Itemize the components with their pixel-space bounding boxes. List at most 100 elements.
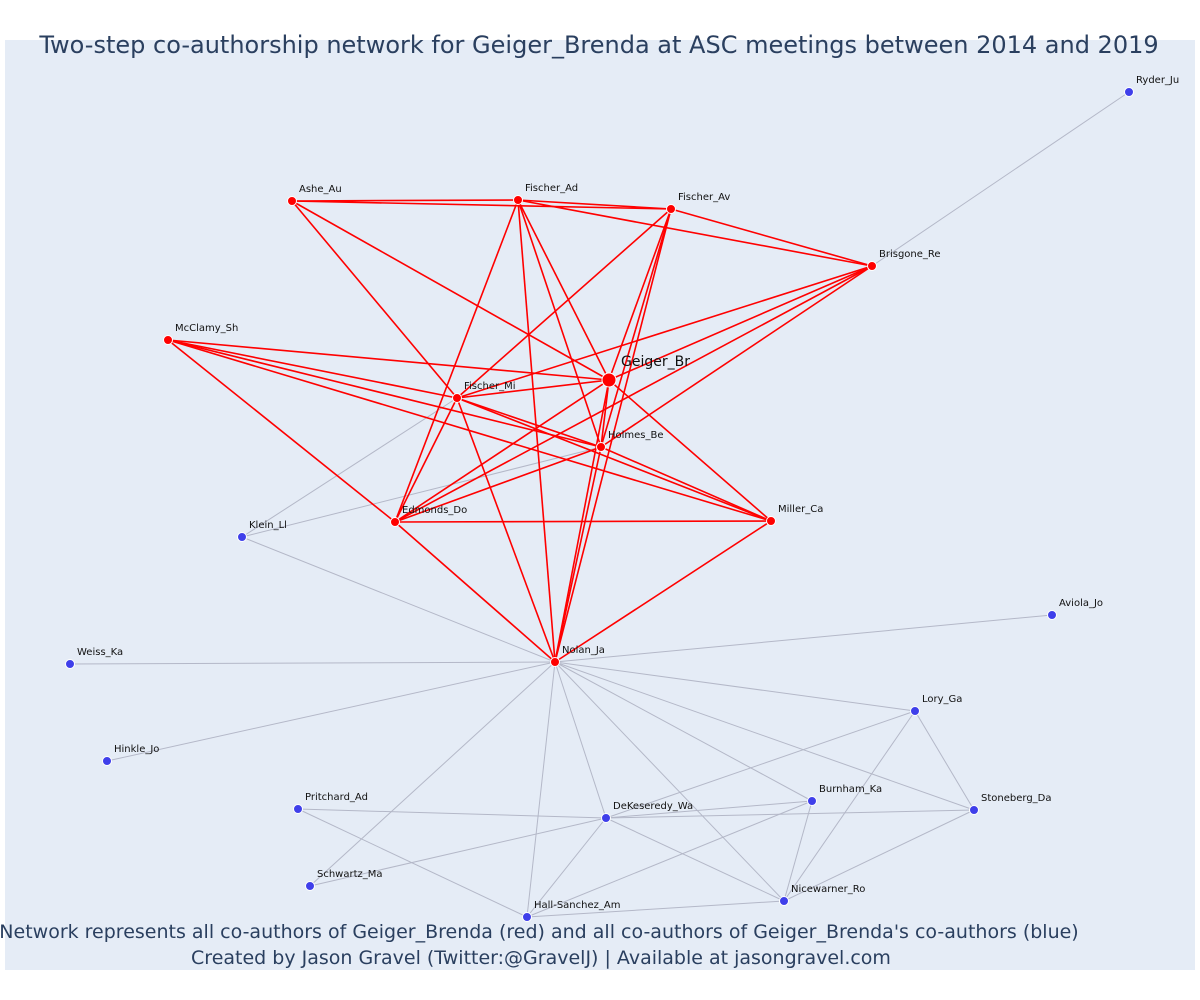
edge-second-degree <box>106 661 556 762</box>
node-mcclamy_sh[interactable]: McClamy_Sh <box>163 323 239 345</box>
edge-first-degree <box>394 520 772 523</box>
edge-second-degree <box>554 614 1053 663</box>
node-label: Holmes_Be <box>608 430 664 441</box>
node-miller_ca[interactable]: Miller_Ca <box>766 504 824 526</box>
edge-first-degree <box>167 339 602 448</box>
node-marker[interactable] <box>779 896 789 906</box>
edge-second-degree <box>605 710 916 819</box>
node-marker[interactable] <box>807 796 817 806</box>
node-burnham_ka[interactable]: Burnham_Ka <box>807 784 883 806</box>
node-ashe_au[interactable]: Ashe_Au <box>287 184 342 206</box>
node-marker[interactable] <box>766 516 776 526</box>
node-holmes_be[interactable]: Holmes_Be <box>596 430 664 452</box>
node-marker[interactable] <box>1124 87 1134 97</box>
node-label: DeKeseredy_Wa <box>613 801 693 812</box>
edge-first-degree <box>456 397 602 448</box>
node-label: Stoneberg_Da <box>981 793 1052 804</box>
node-label: Hinkle_Jo <box>114 744 159 755</box>
node-weiss_ka[interactable]: Weiss_Ka <box>65 647 124 669</box>
edge-second-degree <box>554 661 607 819</box>
edge-second-degree <box>309 661 556 887</box>
edge-second-degree <box>554 661 916 712</box>
edge-second-degree <box>526 817 607 918</box>
node-label: Schwartz_Ma <box>317 869 383 880</box>
node-marker[interactable] <box>163 335 173 345</box>
node-marker[interactable] <box>102 756 112 766</box>
node-marker[interactable] <box>1047 610 1057 620</box>
edge-second-degree <box>241 446 602 538</box>
edge-first-degree <box>167 339 458 399</box>
node-marker[interactable] <box>550 657 560 667</box>
node-nolan_ja[interactable]: Nolan_Ja <box>550 645 605 667</box>
edge-first-degree <box>456 397 556 663</box>
node-marker[interactable] <box>910 706 920 716</box>
node-fischer_mi[interactable]: Fischer_Mi <box>452 381 516 403</box>
edge-first-degree <box>291 199 519 202</box>
edge-first-degree <box>456 379 610 399</box>
node-marker[interactable] <box>513 195 523 205</box>
node-hall-sanchez_am[interactable]: Hall-Sanchez_Am <box>522 900 621 922</box>
node-marker[interactable] <box>596 442 606 452</box>
node-label: Lory_Ga <box>922 694 962 705</box>
edge-second-degree <box>783 800 813 902</box>
node-schwartz_ma[interactable]: Schwartz_Ma <box>305 869 383 891</box>
node-marker[interactable] <box>969 805 979 815</box>
edge-first-degree <box>600 446 772 522</box>
node-klein_ll[interactable]: Klein_Ll <box>237 520 287 542</box>
edge-second-degree <box>783 809 975 902</box>
node-label: Hall-Sanchez_Am <box>534 900 620 911</box>
edge-first-degree <box>167 339 396 523</box>
node-marker[interactable] <box>305 881 315 891</box>
node-label: Brisgone_Re <box>879 249 941 260</box>
node-marker[interactable] <box>65 659 75 669</box>
first-degree-edges <box>167 199 873 663</box>
edge-first-degree <box>600 265 873 448</box>
node-marker[interactable] <box>287 196 297 206</box>
node-label: Fischer_Ad <box>525 183 578 194</box>
edge-second-degree <box>605 800 813 819</box>
edge-second-degree <box>526 900 785 918</box>
node-stoneberg_da[interactable]: Stoneberg_Da <box>969 793 1052 815</box>
edge-first-degree <box>394 446 602 523</box>
node-fischer_ad[interactable]: Fischer_Ad <box>513 183 579 205</box>
caption-line-2: Created by Jason Gravel (Twitter:@Gravel… <box>191 947 891 969</box>
node-marker[interactable] <box>601 372 617 388</box>
node-fischer_av[interactable]: Fischer_Av <box>666 192 731 214</box>
node-nicewarner_ro[interactable]: Nicewarner_Ro <box>779 884 866 906</box>
node-marker[interactable] <box>452 393 462 403</box>
node-marker[interactable] <box>867 261 877 271</box>
chart-title: Two-step co-authorship network for Geige… <box>38 31 1158 59</box>
node-hinkle_jo[interactable]: Hinkle_Jo <box>102 744 160 766</box>
edge-second-degree <box>309 817 607 887</box>
edge-second-degree <box>554 661 785 902</box>
node-lory_ga[interactable]: Lory_Ga <box>910 694 963 716</box>
edge-second-degree <box>526 800 813 918</box>
node-marker[interactable] <box>237 532 247 542</box>
node-marker[interactable] <box>522 912 532 922</box>
node-label: Fischer_Mi <box>464 381 516 392</box>
node-dekeseredy_wa[interactable]: DeKeseredy_Wa <box>601 801 694 823</box>
node-ryder_ju[interactable]: Ryder_Ju <box>1124 75 1180 97</box>
node-edmonds_do[interactable]: Edmonds_Do <box>390 505 468 527</box>
node-marker[interactable] <box>390 517 400 527</box>
edge-second-degree <box>526 661 556 918</box>
node-label: Ashe_Au <box>299 184 342 195</box>
edge-first-degree <box>517 199 610 381</box>
edge-second-degree <box>605 809 975 819</box>
node-pritchard_ad[interactable]: Pritchard_Ad <box>293 792 368 814</box>
edge-second-degree <box>297 808 528 918</box>
node-brisgone_re[interactable]: Brisgone_Re <box>867 249 941 271</box>
node-marker[interactable] <box>601 813 611 823</box>
edge-first-degree <box>456 265 873 399</box>
node-label: Burnham_Ka <box>819 784 882 795</box>
node-geiger_br[interactable]: Geiger_Br <box>601 354 690 388</box>
edge-second-degree <box>554 661 813 802</box>
node-aviola_jo[interactable]: Aviola_Jo <box>1047 598 1104 620</box>
edge-first-degree <box>394 379 610 523</box>
node-marker[interactable] <box>666 204 676 214</box>
node-marker[interactable] <box>293 804 303 814</box>
caption-line-1: Network represents all co-authors of Gei… <box>0 921 1079 943</box>
node-label: Weiss_Ka <box>77 647 123 658</box>
edge-first-degree <box>394 265 873 523</box>
edge-second-degree <box>605 817 785 902</box>
